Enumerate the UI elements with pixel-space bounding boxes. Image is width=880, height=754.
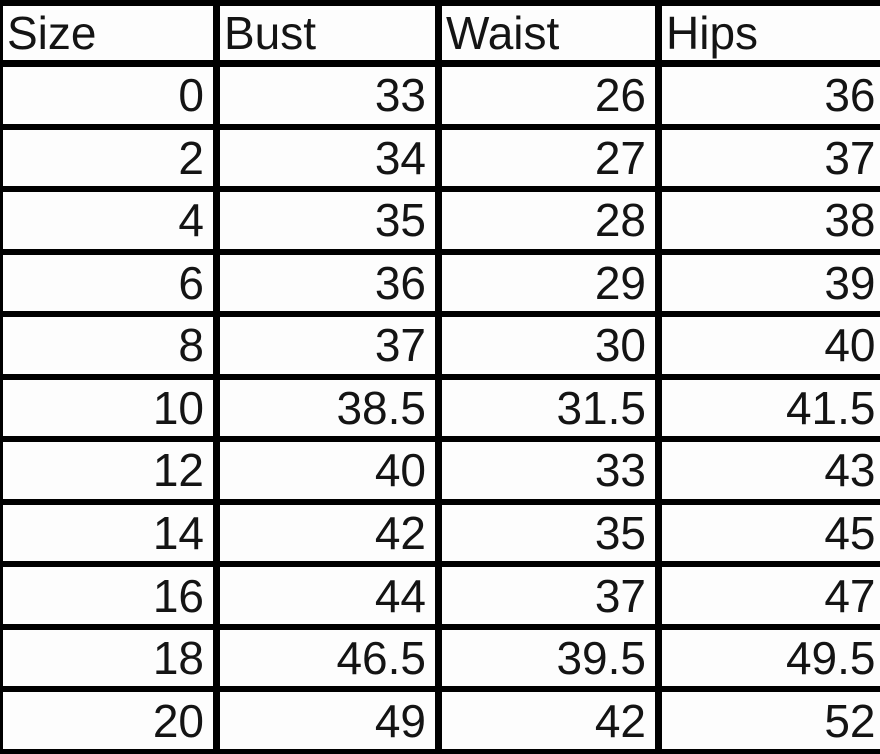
cell-bust: 38.5 bbox=[213, 373, 442, 443]
cell-bust: 46.5 bbox=[213, 623, 442, 693]
cell-bust: 40 bbox=[213, 436, 442, 505]
cell-size: 10 bbox=[0, 373, 220, 443]
cell-bust: 34 bbox=[213, 123, 442, 193]
cell-waist: 29 bbox=[435, 248, 662, 318]
table-row: 4 35 28 38 bbox=[0, 186, 880, 255]
table-row: 16 44 37 47 bbox=[0, 561, 880, 630]
cell-waist: 28 bbox=[435, 186, 662, 255]
cell-size: 14 bbox=[0, 498, 220, 568]
cell-hips: 41.5 bbox=[655, 373, 880, 443]
cell-hips: 45 bbox=[655, 498, 880, 568]
table-row: 18 46.5 39.5 49.5 bbox=[0, 623, 880, 693]
header-row: Size Bust Waist Hips bbox=[0, 0, 880, 67]
cell-bust: 36 bbox=[213, 248, 442, 318]
cell-hips: 52 bbox=[655, 686, 880, 754]
cell-size: 2 bbox=[0, 123, 220, 193]
table-row: 8 37 30 40 bbox=[0, 311, 880, 380]
table-row: 12 40 33 43 bbox=[0, 436, 880, 505]
cell-bust: 44 bbox=[213, 561, 442, 630]
table-row: 6 36 29 39 bbox=[0, 248, 880, 318]
cell-waist: 42 bbox=[435, 686, 662, 754]
cell-hips: 36 bbox=[655, 60, 880, 130]
cell-size: 4 bbox=[0, 186, 220, 255]
column-header-waist: Waist bbox=[435, 0, 662, 67]
cell-size: 18 bbox=[0, 623, 220, 693]
cell-hips: 38 bbox=[655, 186, 880, 255]
cell-hips: 39 bbox=[655, 248, 880, 318]
size-chart-header: Size Bust Waist Hips bbox=[0, 0, 880, 67]
size-chart-body: 0 33 26 36 2 34 27 37 4 35 28 38 6 36 29 39 8 37 30 40 10 38.… bbox=[0, 60, 880, 754]
cell-waist: 35 bbox=[435, 498, 662, 568]
cell-size: 20 bbox=[0, 686, 220, 754]
cell-size: 6 bbox=[0, 248, 220, 318]
cell-hips: 47 bbox=[655, 561, 880, 630]
cell-bust: 37 bbox=[213, 311, 442, 380]
cell-hips: 43 bbox=[655, 436, 880, 505]
table-row: 10 38.5 31.5 41.5 bbox=[0, 373, 880, 443]
cell-waist: 37 bbox=[435, 561, 662, 630]
cell-hips: 40 bbox=[655, 311, 880, 380]
cell-waist: 30 bbox=[435, 311, 662, 380]
cell-bust: 35 bbox=[213, 186, 442, 255]
cell-waist: 27 bbox=[435, 123, 662, 193]
column-header-bust: Bust bbox=[213, 0, 442, 67]
column-header-size: Size bbox=[0, 0, 220, 67]
cell-waist: 31.5 bbox=[435, 373, 662, 443]
cell-bust: 49 bbox=[213, 686, 442, 754]
table-row: 20 49 42 52 bbox=[0, 686, 880, 754]
cell-bust: 33 bbox=[213, 60, 442, 130]
cell-bust: 42 bbox=[213, 498, 442, 568]
cell-waist: 33 bbox=[435, 436, 662, 505]
table-row: 14 42 35 45 bbox=[0, 498, 880, 568]
cell-size: 12 bbox=[0, 436, 220, 505]
cell-waist: 39.5 bbox=[435, 623, 662, 693]
cell-size: 8 bbox=[0, 311, 220, 380]
table-row: 0 33 26 36 bbox=[0, 60, 880, 130]
table-row: 2 34 27 37 bbox=[0, 123, 880, 193]
cell-size: 0 bbox=[0, 60, 220, 130]
column-header-hips: Hips bbox=[655, 0, 880, 67]
cell-waist: 26 bbox=[435, 60, 662, 130]
cell-hips: 49.5 bbox=[655, 623, 880, 693]
cell-hips: 37 bbox=[655, 123, 880, 193]
cell-size: 16 bbox=[0, 561, 220, 630]
